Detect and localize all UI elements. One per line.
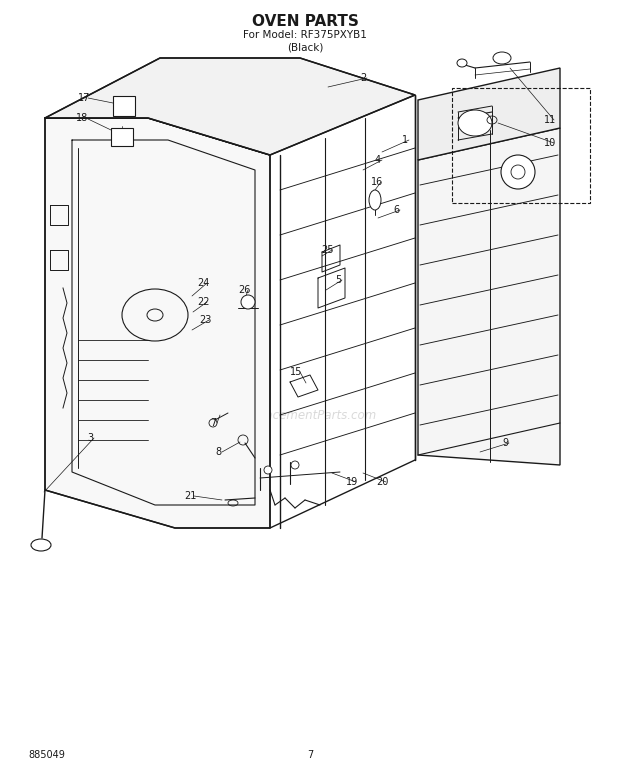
- Text: 885049: 885049: [28, 750, 65, 760]
- Text: 7: 7: [210, 418, 216, 428]
- Ellipse shape: [291, 461, 299, 469]
- Text: 20: 20: [376, 477, 388, 487]
- Bar: [113, 96, 135, 116]
- Ellipse shape: [241, 295, 255, 309]
- Text: 15: 15: [290, 367, 302, 377]
- Text: For Model: RF375PXYB1: For Model: RF375PXYB1: [243, 30, 367, 40]
- Text: 3: 3: [87, 433, 93, 443]
- Text: 21: 21: [184, 491, 196, 501]
- Text: 19: 19: [346, 477, 358, 487]
- Text: 22: 22: [197, 297, 210, 307]
- Ellipse shape: [31, 539, 51, 551]
- Text: 24: 24: [197, 278, 209, 288]
- Text: 26: 26: [238, 285, 250, 295]
- Text: 1: 1: [402, 135, 408, 145]
- Ellipse shape: [493, 52, 511, 64]
- Text: 4: 4: [375, 155, 381, 165]
- Text: 5: 5: [335, 275, 341, 285]
- Text: eReplacementParts.com: eReplacementParts.com: [233, 408, 377, 421]
- Text: 23: 23: [199, 315, 211, 325]
- Text: 8: 8: [215, 447, 221, 457]
- Text: 25: 25: [322, 245, 334, 255]
- Text: 2: 2: [360, 73, 366, 83]
- Text: 17: 17: [78, 93, 90, 103]
- Text: (Black): (Black): [287, 42, 323, 52]
- Text: 11: 11: [544, 115, 556, 125]
- Ellipse shape: [457, 59, 467, 67]
- Polygon shape: [418, 68, 560, 160]
- Ellipse shape: [501, 155, 535, 189]
- Polygon shape: [45, 58, 415, 155]
- Text: 6: 6: [393, 205, 399, 215]
- Text: OVEN PARTS: OVEN PARTS: [252, 15, 358, 30]
- Ellipse shape: [369, 190, 381, 210]
- Ellipse shape: [458, 110, 492, 136]
- Ellipse shape: [264, 466, 272, 474]
- Text: 10: 10: [544, 138, 556, 148]
- Text: 7: 7: [307, 750, 313, 760]
- Polygon shape: [45, 118, 270, 528]
- Text: 18: 18: [76, 113, 88, 123]
- Polygon shape: [418, 128, 560, 465]
- Text: 9: 9: [502, 438, 508, 448]
- Text: 16: 16: [371, 177, 383, 187]
- Bar: [111, 128, 133, 146]
- Bar: [452, 88, 590, 203]
